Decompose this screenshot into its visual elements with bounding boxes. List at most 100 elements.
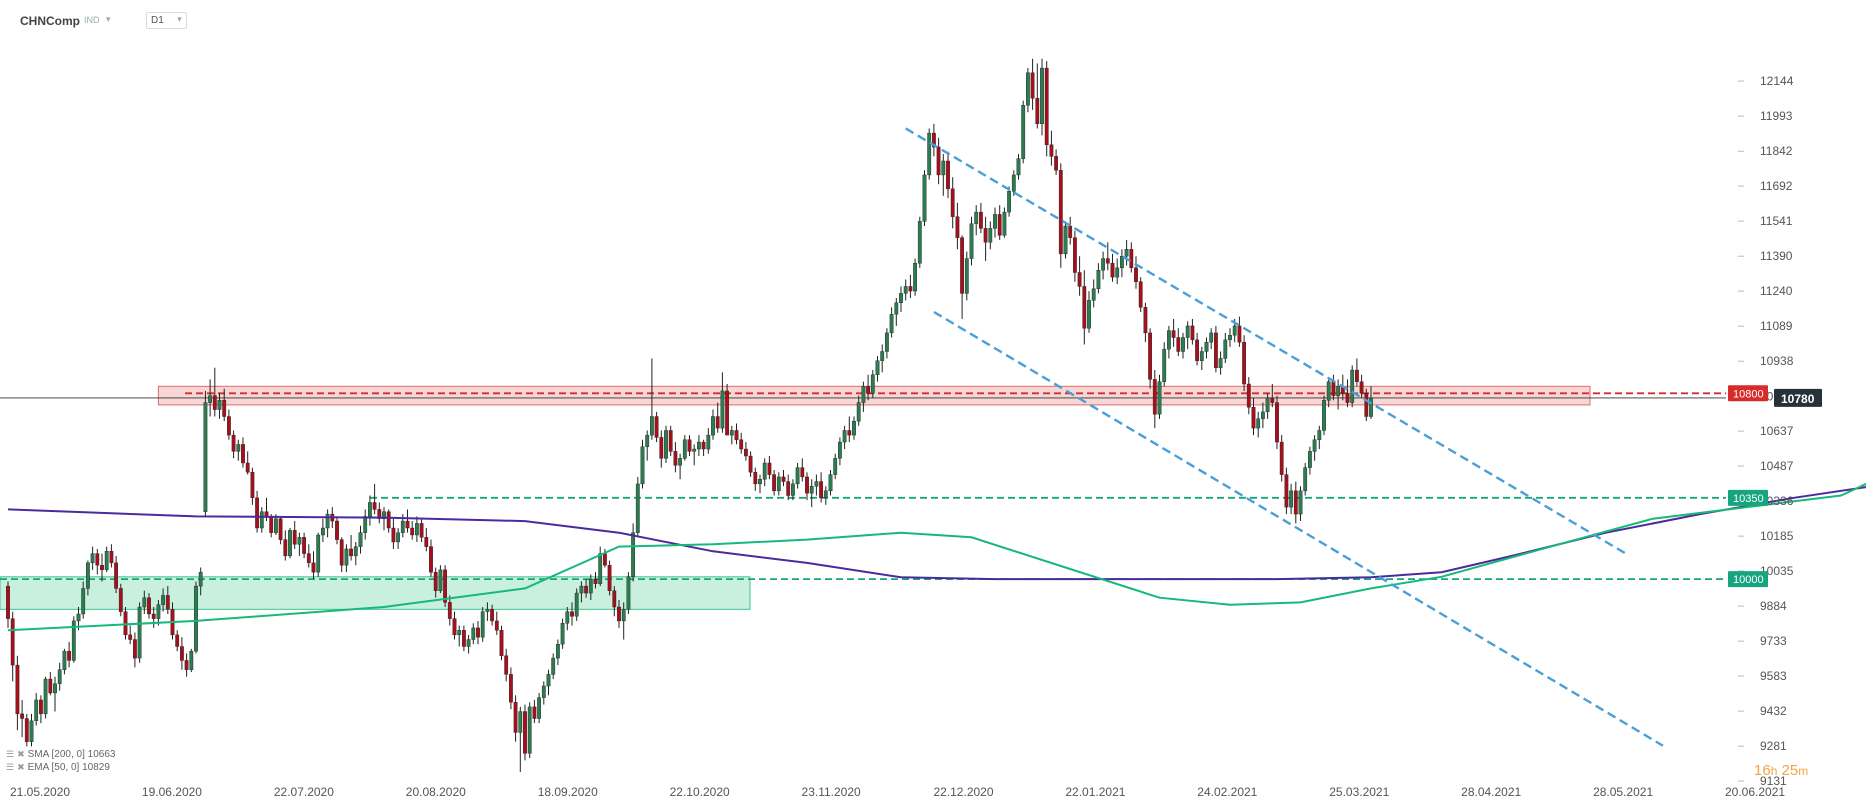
candle-body	[339, 539, 344, 566]
indicator-legend: ☰ ✖ SMA [200, 0] 10663 ☰ ✖ EMA [50, 0] 10829	[6, 748, 115, 774]
candle-body	[1096, 269, 1101, 289]
candle-body	[805, 476, 809, 494]
candle-body	[664, 430, 668, 459]
y-tick-label: 10185	[1760, 529, 1794, 543]
candle-body	[1124, 249, 1129, 257]
candle-body	[527, 706, 532, 754]
candle-body	[513, 702, 518, 733]
candle-body	[372, 502, 377, 510]
y-tick-label: 10336	[1760, 494, 1794, 508]
candle-body	[1246, 383, 1251, 408]
candle-body	[222, 400, 227, 417]
candle-body	[729, 430, 734, 436]
candle-body	[1115, 267, 1120, 278]
candle-body	[1143, 307, 1148, 334]
candle-body	[109, 551, 114, 564]
candle-body	[198, 571, 203, 587]
symbol-label[interactable]: CHNComp	[20, 14, 80, 28]
candle-body	[776, 476, 781, 492]
candle-body	[715, 416, 720, 429]
candle-body	[53, 683, 57, 694]
candle-body	[1040, 67, 1044, 125]
y-tick-label: 11692	[1760, 179, 1793, 193]
candle-body	[823, 490, 828, 499]
candle-body	[1275, 402, 1279, 443]
candle-body	[386, 511, 391, 529]
candle-body	[67, 650, 72, 661]
candle-body	[20, 713, 24, 719]
candle-body	[913, 263, 918, 292]
candle-body	[118, 588, 123, 612]
candle-body	[1011, 174, 1016, 192]
candle-body	[682, 439, 687, 459]
candle-body	[100, 564, 104, 571]
legend-item-sma[interactable]: ☰ ✖ SMA [200, 0] 10663	[6, 749, 116, 760]
candle-body	[1082, 286, 1087, 329]
x-tick-label: 22.12.2020	[933, 785, 993, 799]
settings-icon: ☰	[6, 749, 15, 759]
level-badge	[1728, 571, 1768, 588]
ema-50-line	[7, 482, 1866, 632]
candle-body	[753, 472, 758, 485]
candle-body	[1101, 258, 1106, 271]
candle-body	[1091, 288, 1096, 301]
candle-body	[39, 699, 43, 715]
candle-body	[1251, 407, 1256, 429]
candle-body	[123, 611, 128, 636]
candle-body	[1110, 263, 1115, 278]
legend-item-ema[interactable]: ☰ ✖ EMA [50, 0] 10829	[6, 762, 110, 773]
y-tick-label: 11240	[1760, 284, 1793, 298]
candle-body	[1213, 332, 1218, 368]
candle-body	[1265, 397, 1270, 413]
candle-body	[955, 216, 960, 238]
candle-body	[1044, 67, 1049, 145]
candle-body	[259, 511, 264, 529]
current-price-badge	[1774, 388, 1822, 407]
level-badge-label: 10000	[1733, 574, 1764, 586]
candle-body	[1260, 411, 1265, 420]
timeframe-select[interactable]: D1 ▾	[146, 12, 187, 29]
candle-body	[781, 476, 786, 482]
level-badge-label: 10800	[1733, 388, 1764, 400]
candle-body	[1185, 325, 1190, 338]
candle-body	[1049, 144, 1054, 157]
candle-body	[979, 211, 983, 229]
current-price-label: 10780	[1781, 392, 1815, 406]
candle-body	[880, 351, 885, 361]
chevron-down-icon: ▾	[177, 14, 182, 24]
candle-body	[767, 462, 772, 475]
candle-body	[217, 400, 222, 410]
candle-body	[194, 585, 198, 652]
candle-body	[1152, 379, 1157, 415]
candle-body	[1138, 281, 1143, 308]
candle-body	[462, 630, 466, 647]
candle-body	[1176, 337, 1181, 352]
candle-body	[537, 697, 542, 719]
candle-body	[1195, 339, 1200, 361]
chevron-down-icon[interactable]: ▾	[106, 14, 111, 24]
candle-body	[1162, 348, 1167, 382]
candle-body	[603, 553, 607, 566]
candle-body	[532, 706, 537, 719]
candle-body	[1171, 330, 1176, 338]
candle-body	[1058, 170, 1063, 255]
candle-body	[62, 650, 67, 670]
candle-body	[1218, 358, 1223, 368]
candle-body	[1087, 300, 1091, 329]
candle-body	[363, 516, 368, 533]
candle-body	[250, 472, 255, 499]
candle-body	[579, 585, 584, 594]
x-tick-label: 19.06.2020	[142, 785, 202, 799]
candle-body	[156, 604, 161, 619]
candle-body	[24, 718, 29, 742]
candle-body	[1359, 381, 1364, 394]
candle-body	[870, 374, 875, 394]
y-tick-label: 11390	[1760, 249, 1793, 263]
candle-body	[76, 613, 81, 622]
candle-body	[1336, 386, 1341, 396]
candle-body	[48, 678, 53, 694]
channel-upper-line	[905, 127, 1626, 555]
candle-body	[654, 416, 659, 438]
x-tick-label: 28.04.2021	[1461, 785, 1521, 799]
